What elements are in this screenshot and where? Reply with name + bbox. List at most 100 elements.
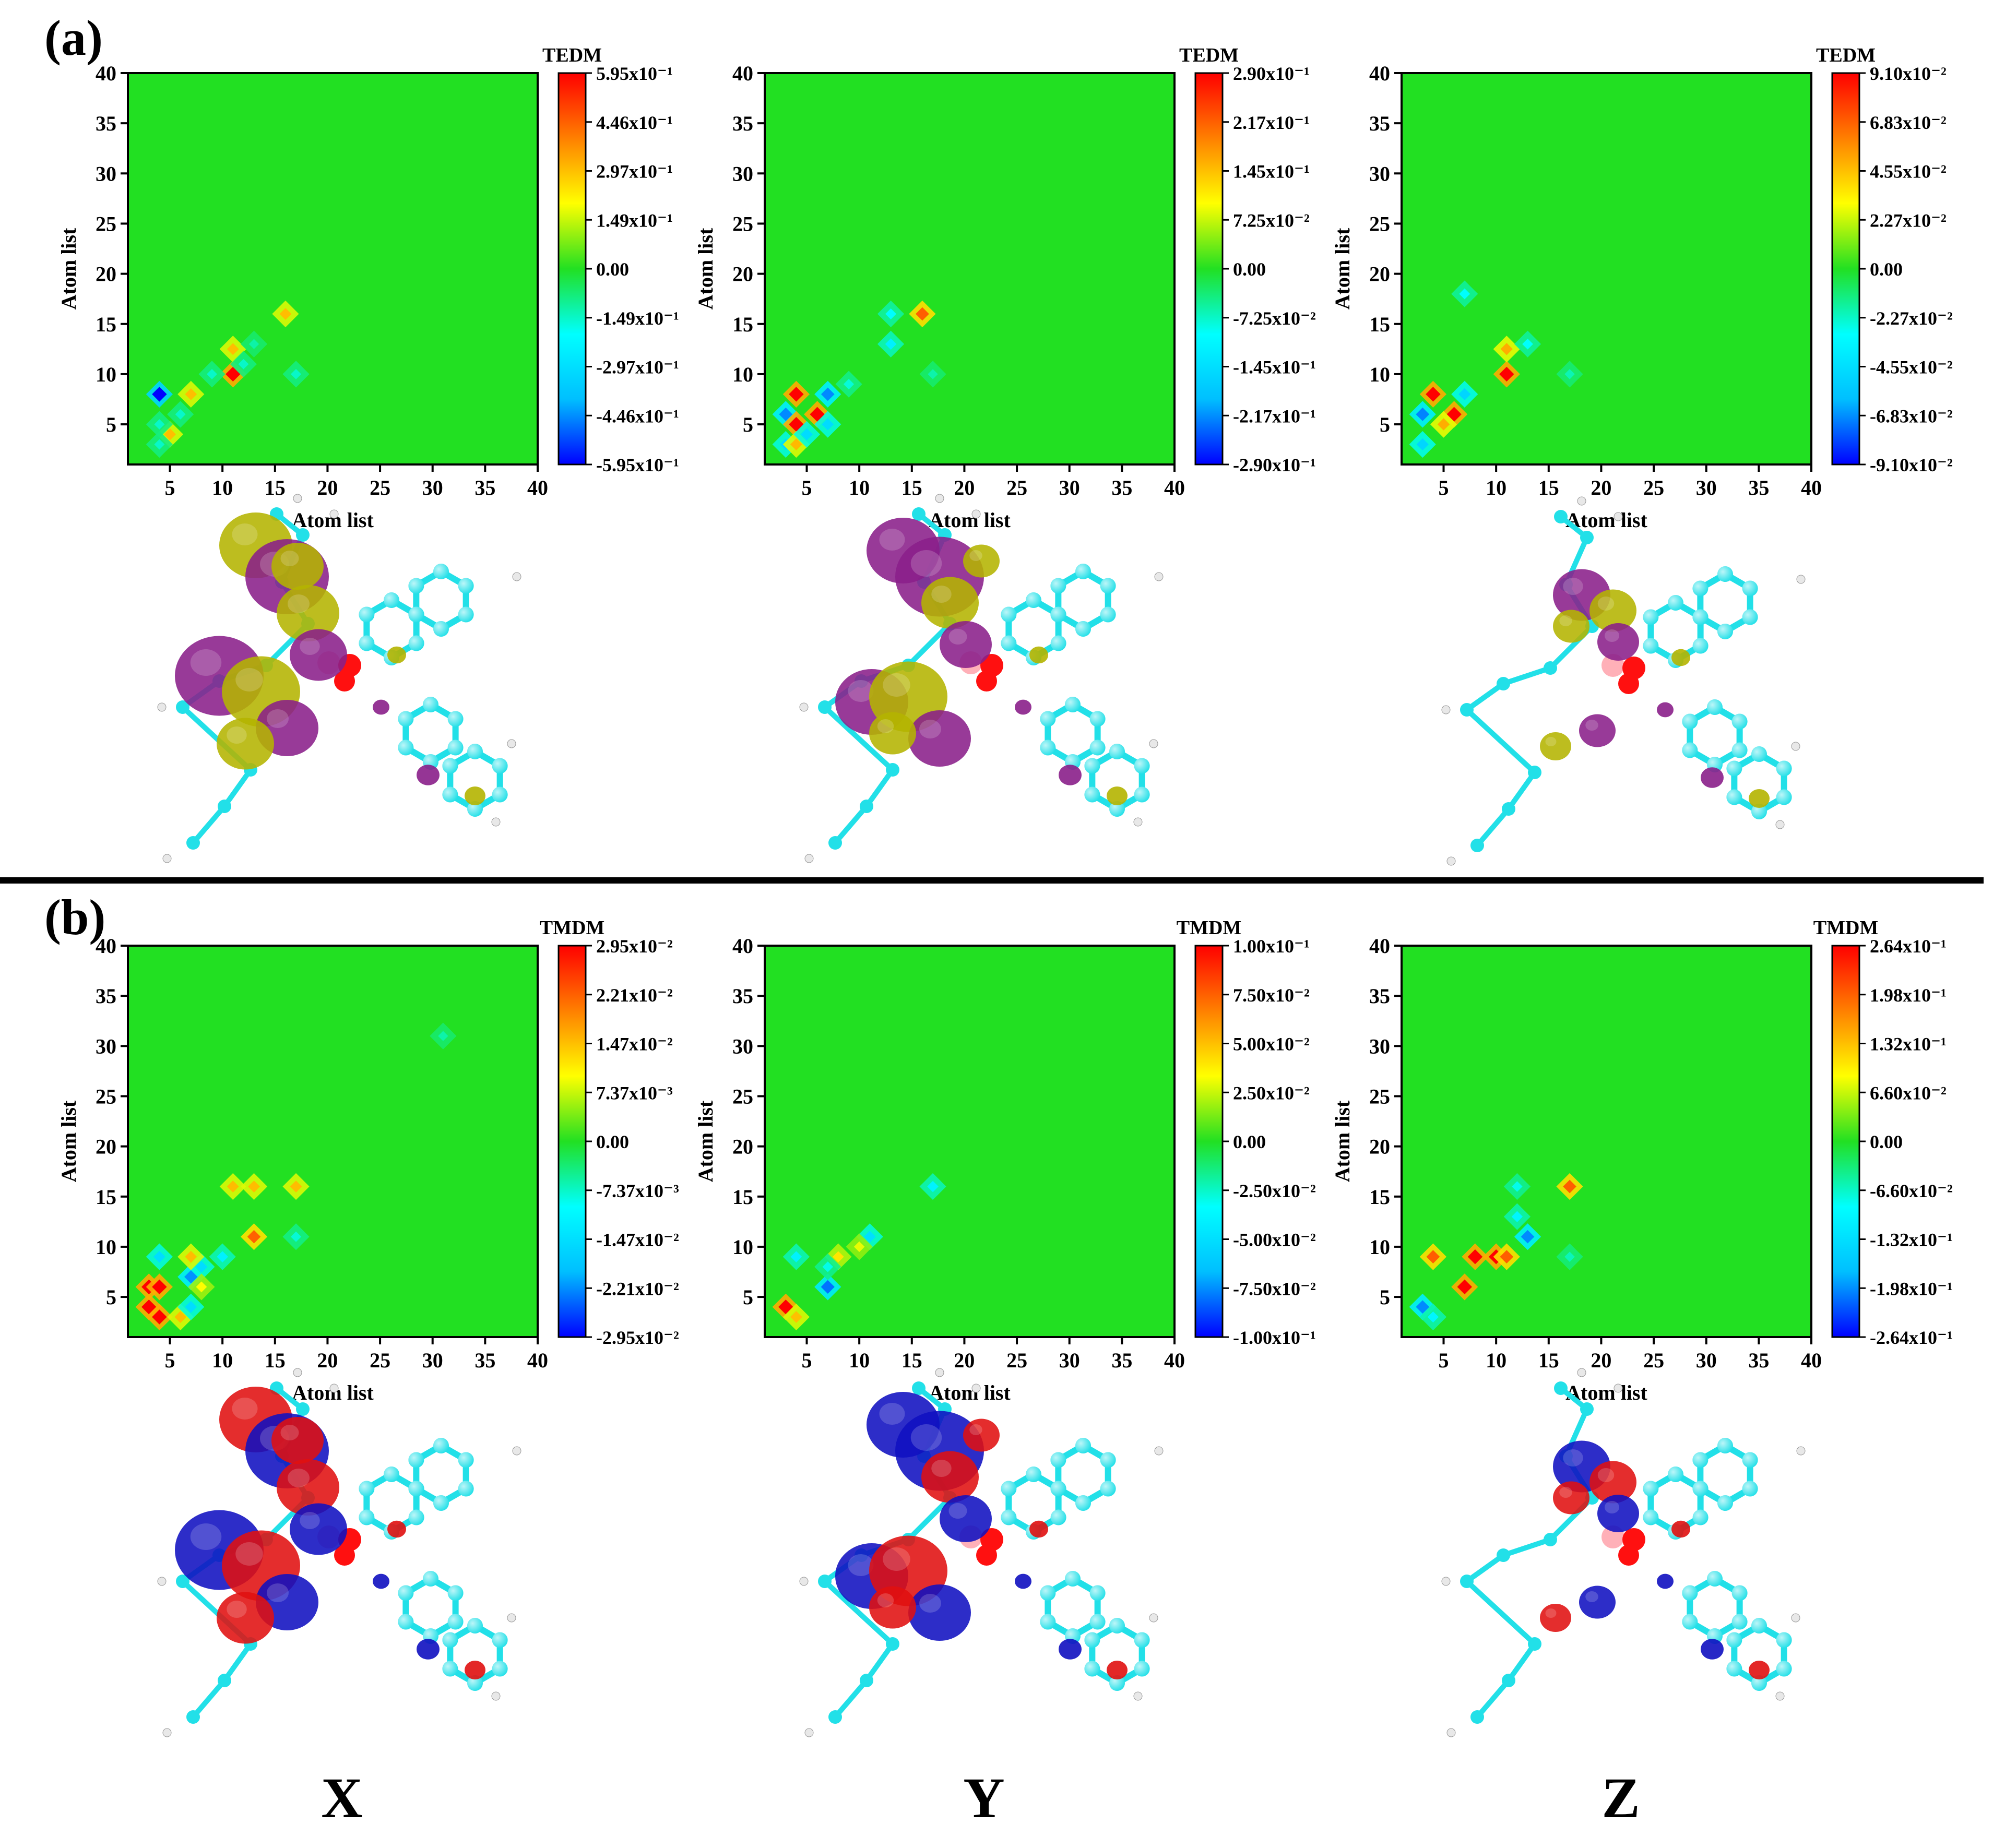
atom-highlight bbox=[1731, 1614, 1748, 1630]
colorbar-tick-label: 2.97x10⁻¹ bbox=[596, 161, 673, 182]
isosurface-highlight bbox=[879, 1403, 905, 1425]
x-tick-label: 20 bbox=[954, 476, 975, 499]
atom-highlight bbox=[442, 758, 458, 774]
isosurface-lobe bbox=[1701, 1639, 1724, 1660]
atom-highlight bbox=[1109, 744, 1125, 759]
atom-hydrogen bbox=[935, 1368, 944, 1377]
hotspot-point bbox=[822, 1261, 834, 1272]
y-tick-label: 30 bbox=[1369, 162, 1390, 185]
atom-highlight bbox=[1731, 1585, 1748, 1601]
atom-hydrogen bbox=[799, 702, 809, 712]
atom-highlight bbox=[1134, 1632, 1150, 1648]
y-tick-label: 10 bbox=[732, 1235, 753, 1259]
bond bbox=[906, 622, 952, 667]
plot-frame bbox=[764, 945, 1176, 1338]
colorbar-tick-label: -2.17x10⁻¹ bbox=[1233, 406, 1316, 426]
atom-highlight bbox=[1776, 789, 1792, 805]
colorbar-tick-label: -1.47x10⁻² bbox=[596, 1230, 679, 1250]
atom-highlight bbox=[1001, 635, 1017, 651]
y-tick-label: 35 bbox=[732, 984, 753, 1008]
isosurface-highlight bbox=[883, 673, 910, 697]
bond bbox=[1475, 1678, 1511, 1719]
colorbar-tick-label: -2.64x10⁻¹ bbox=[1870, 1327, 1953, 1348]
isosurface-highlight bbox=[280, 1425, 299, 1440]
x-tick-label: 20 bbox=[1591, 1349, 1611, 1372]
atom-highlight bbox=[1065, 697, 1081, 712]
y-tick-label: 30 bbox=[732, 1034, 753, 1058]
heatmap-field bbox=[1402, 946, 1811, 1337]
y-tick-label: 35 bbox=[1369, 112, 1390, 135]
atom bbox=[886, 1637, 899, 1651]
colorbar-tick-label: 5.95x10⁻¹ bbox=[596, 63, 673, 84]
atom bbox=[1544, 1533, 1557, 1546]
atom-oxygen bbox=[334, 1545, 355, 1566]
isosurface-highlight bbox=[1545, 1608, 1557, 1618]
x-tick-label: 35 bbox=[474, 476, 495, 499]
atom-highlight bbox=[1717, 624, 1733, 639]
y-tick-label: 25 bbox=[732, 212, 753, 235]
isosurface-lobe bbox=[1579, 1585, 1616, 1619]
atom-highlight bbox=[1692, 1509, 1709, 1525]
y-tick-label: 40 bbox=[1369, 934, 1390, 958]
atom-highlight bbox=[1643, 638, 1659, 654]
hotspot-point bbox=[1511, 1211, 1523, 1222]
component-label-z: Z bbox=[1601, 1766, 1640, 1830]
molecule-isosurface-graphic bbox=[157, 494, 521, 863]
atom-hydrogen bbox=[162, 854, 172, 863]
atom bbox=[296, 1402, 310, 1416]
atom-highlight bbox=[447, 711, 464, 727]
colorbar-tick-label: -7.25x10⁻² bbox=[1233, 308, 1316, 329]
x-axis-label: Atom list bbox=[1565, 508, 1647, 532]
colorbar-tick-label: 0.00 bbox=[1233, 1131, 1266, 1152]
hotspot-point bbox=[885, 308, 897, 320]
atom-highlight bbox=[1100, 1481, 1116, 1497]
isosurface-lobe bbox=[1589, 1461, 1636, 1504]
atom-highlight bbox=[492, 1632, 508, 1648]
atom-highlight bbox=[1001, 1509, 1017, 1525]
atom-hydrogen bbox=[1577, 1368, 1586, 1377]
hotspot-point bbox=[1427, 1311, 1439, 1323]
y-tick-label: 25 bbox=[1369, 1084, 1390, 1108]
x-tick-label: 40 bbox=[527, 1349, 548, 1372]
colorbar-tick-label: -1.00x10⁻¹ bbox=[1233, 1327, 1316, 1348]
plot-frame bbox=[127, 72, 539, 466]
x-tick-label: 15 bbox=[265, 1349, 286, 1372]
atom-highlight bbox=[398, 740, 414, 756]
bond bbox=[1475, 807, 1511, 848]
bond bbox=[823, 1579, 895, 1646]
atom-highlight bbox=[1668, 595, 1683, 611]
isosurface-lobe bbox=[373, 1573, 389, 1589]
isosurface-lobe bbox=[1597, 623, 1639, 661]
isosurface-lobe bbox=[1059, 1639, 1082, 1660]
hotspot-point bbox=[1426, 387, 1441, 402]
isosurface-lobe bbox=[940, 1495, 992, 1542]
atom-highlight bbox=[492, 758, 508, 774]
isosurface-highlight bbox=[235, 1542, 263, 1566]
atom-hydrogen bbox=[1441, 705, 1451, 714]
atom-highlight bbox=[1742, 1452, 1758, 1468]
x-tick-label: 20 bbox=[317, 476, 338, 499]
atom-hydrogen bbox=[1577, 496, 1586, 506]
bond bbox=[833, 1678, 869, 1719]
bond bbox=[1502, 665, 1551, 686]
atom-highlight bbox=[1751, 804, 1767, 819]
hotspot-point bbox=[164, 428, 176, 440]
isosurface-lobe bbox=[217, 718, 274, 770]
colorbar-tick-label: -6.83x10⁻² bbox=[1870, 406, 1953, 426]
atom-highlight bbox=[447, 1614, 464, 1630]
atom-highlight bbox=[458, 1452, 474, 1468]
x-tick-label: 15 bbox=[1538, 476, 1559, 499]
isosurface-lobe bbox=[465, 1661, 485, 1679]
colorbar-tick-label: 6.60x10⁻² bbox=[1870, 1082, 1947, 1103]
atom-highlight bbox=[1682, 713, 1698, 730]
atom-highlight bbox=[1084, 1632, 1100, 1648]
x-tick-label: 30 bbox=[1696, 476, 1717, 499]
atom-highlight bbox=[408, 635, 424, 651]
x-tick-label: 20 bbox=[1591, 476, 1611, 499]
isosurface-highlight bbox=[300, 638, 320, 655]
x-tick-label: 25 bbox=[370, 1349, 390, 1372]
atom-highlight bbox=[1050, 1509, 1066, 1525]
